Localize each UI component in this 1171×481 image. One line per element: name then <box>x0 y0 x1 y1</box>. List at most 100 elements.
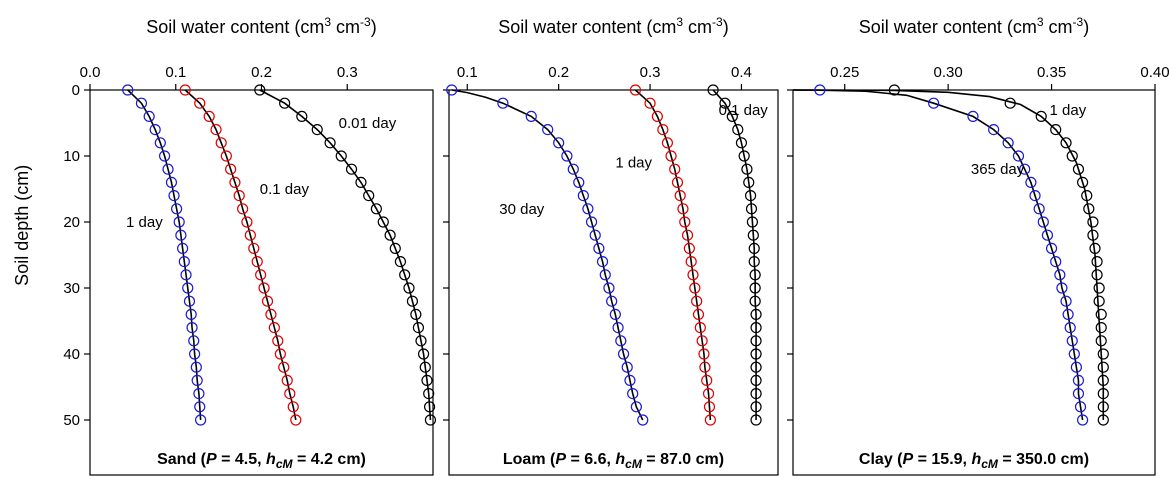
data-point <box>1019 163 1031 175</box>
data-point <box>154 137 166 149</box>
data-point <box>290 414 302 426</box>
data-point <box>193 388 205 400</box>
data-point <box>229 176 241 188</box>
data-point <box>691 295 703 307</box>
panel-frame <box>89 89 434 476</box>
panel-label: Sand (P = 4.5, hcM = 4.2 cm) <box>157 451 366 471</box>
panel-frame <box>448 89 779 476</box>
data-point <box>749 282 761 294</box>
data-point <box>741 163 753 175</box>
data-point <box>195 414 207 426</box>
data-point <box>190 361 202 373</box>
y-tick-label: 40 <box>63 346 80 363</box>
data-point <box>274 348 286 360</box>
data-point <box>415 335 427 347</box>
series-annotation: 1 day <box>615 155 652 172</box>
data-point <box>732 124 744 136</box>
data-point <box>1076 414 1089 426</box>
data-point <box>1095 308 1107 320</box>
panel-1: 0.0 0.1 0.2 0.3 Soil water content (cm3 cm-3… <box>63 15 437 476</box>
data-point <box>135 97 148 109</box>
data-point <box>707 84 719 96</box>
data-point <box>251 256 263 268</box>
data-point <box>244 229 256 241</box>
data-point <box>988 124 1000 136</box>
data-point <box>1033 203 1045 215</box>
data-point <box>191 374 203 386</box>
data-point <box>183 295 196 307</box>
data-point <box>1081 190 1093 202</box>
x-tick-label: 0.2 <box>251 64 272 81</box>
data-point <box>248 242 260 254</box>
data-point <box>1087 229 1099 241</box>
data-point <box>1066 335 1078 347</box>
data-point <box>702 388 715 400</box>
series-annotation: 30 day <box>499 201 545 218</box>
data-point <box>171 203 183 215</box>
data-point <box>265 308 277 320</box>
data-point <box>665 150 677 162</box>
data-point <box>703 401 716 413</box>
data-point <box>1097 348 1109 360</box>
data-point <box>1072 163 1085 175</box>
data-point <box>180 269 192 281</box>
data-point <box>178 256 190 268</box>
data-point <box>687 269 699 281</box>
x-axis-title: Soil water content (cm3 cm-3) <box>146 15 376 37</box>
data-point <box>345 163 358 175</box>
panel-3: 0.25 0.30 0.35 0.40 Soil water content (cm3 … <box>787 15 1170 476</box>
data-point <box>394 256 407 268</box>
y-tick-label: 0 <box>72 82 80 99</box>
series-1: 0.1 day <box>707 84 768 426</box>
data-point <box>279 97 291 109</box>
fit-line <box>634 89 712 421</box>
data-point <box>1097 414 1109 426</box>
data-point <box>750 414 762 426</box>
data-point <box>406 295 419 307</box>
data-point <box>738 150 750 162</box>
data-point <box>241 216 253 228</box>
data-point <box>750 361 762 373</box>
data-point <box>424 414 437 426</box>
data-point <box>203 110 215 123</box>
data-point <box>177 242 189 254</box>
data-point <box>1097 401 1109 413</box>
data-point <box>630 401 642 413</box>
data-point <box>1066 150 1078 162</box>
data-point <box>419 361 431 373</box>
data-point <box>1012 150 1025 162</box>
x-tick-label: 0.1 <box>165 64 186 81</box>
panel-label: Loam (P = 6.6, hcM = 87.0 cm) <box>503 451 724 471</box>
data-point <box>606 295 618 307</box>
data-point <box>542 124 554 136</box>
data-point <box>399 269 411 281</box>
fit-line <box>451 89 644 421</box>
data-point <box>748 242 760 254</box>
data-point <box>1087 216 1099 228</box>
data-point <box>220 150 232 162</box>
x-tick-label: 0.4 <box>731 64 752 81</box>
fit-line <box>184 89 297 421</box>
data-point <box>627 388 639 400</box>
y-tick-label: 10 <box>63 148 80 165</box>
data-point <box>629 84 642 96</box>
data-point <box>750 322 762 334</box>
data-point <box>1070 361 1082 373</box>
data-point <box>389 242 401 254</box>
data-point <box>698 348 710 360</box>
fit-line <box>259 89 432 421</box>
data-point <box>1068 348 1080 360</box>
x-tick-label: 0.1 <box>457 64 478 81</box>
series-1: 0.01 day <box>254 84 437 426</box>
data-point <box>186 322 198 334</box>
data-point <box>567 163 579 175</box>
x-tick-label: 0.40 <box>1140 64 1169 81</box>
data-point <box>750 388 762 400</box>
data-point <box>188 335 200 347</box>
data-point <box>254 84 266 96</box>
data-point <box>258 282 270 294</box>
data-point <box>261 295 274 307</box>
x-tick-label: 0.30 <box>934 64 963 81</box>
data-point <box>377 216 389 228</box>
data-point <box>1029 190 1041 202</box>
